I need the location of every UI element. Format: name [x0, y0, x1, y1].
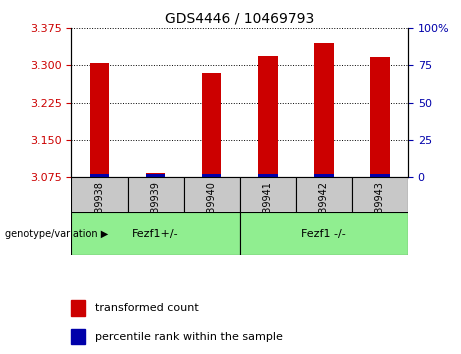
Bar: [314, 43, 334, 177]
Bar: [202, 73, 221, 177]
Text: genotype/variation ▶: genotype/variation ▶: [5, 229, 108, 239]
Bar: [71, 329, 85, 344]
Bar: [183, 177, 240, 255]
Bar: [71, 177, 128, 255]
Bar: [352, 177, 408, 255]
Bar: [258, 56, 278, 177]
Bar: [90, 174, 109, 177]
Text: GSM639939: GSM639939: [151, 181, 160, 240]
Bar: [71, 212, 240, 255]
Bar: [71, 300, 85, 316]
Text: transformed count: transformed count: [95, 303, 199, 313]
Bar: [146, 174, 165, 177]
Bar: [240, 177, 296, 255]
Text: GSM639942: GSM639942: [319, 181, 329, 240]
Text: GSM639941: GSM639941: [263, 181, 273, 240]
Text: GSM639940: GSM639940: [207, 181, 217, 240]
Bar: [370, 57, 390, 177]
Bar: [314, 174, 334, 177]
Text: percentile rank within the sample: percentile rank within the sample: [95, 332, 283, 342]
Text: Fezf1 -/-: Fezf1 -/-: [301, 229, 346, 239]
Bar: [296, 177, 352, 255]
Text: GSM639938: GSM639938: [95, 181, 105, 240]
Text: Fezf1+/-: Fezf1+/-: [132, 229, 179, 239]
Bar: [240, 212, 408, 255]
Bar: [128, 177, 183, 255]
Title: GDS4446 / 10469793: GDS4446 / 10469793: [165, 12, 314, 26]
Text: GSM639943: GSM639943: [375, 181, 385, 240]
Bar: [146, 173, 165, 177]
Bar: [202, 174, 221, 177]
Bar: [258, 174, 278, 177]
Bar: [370, 174, 390, 177]
Bar: [90, 63, 109, 177]
